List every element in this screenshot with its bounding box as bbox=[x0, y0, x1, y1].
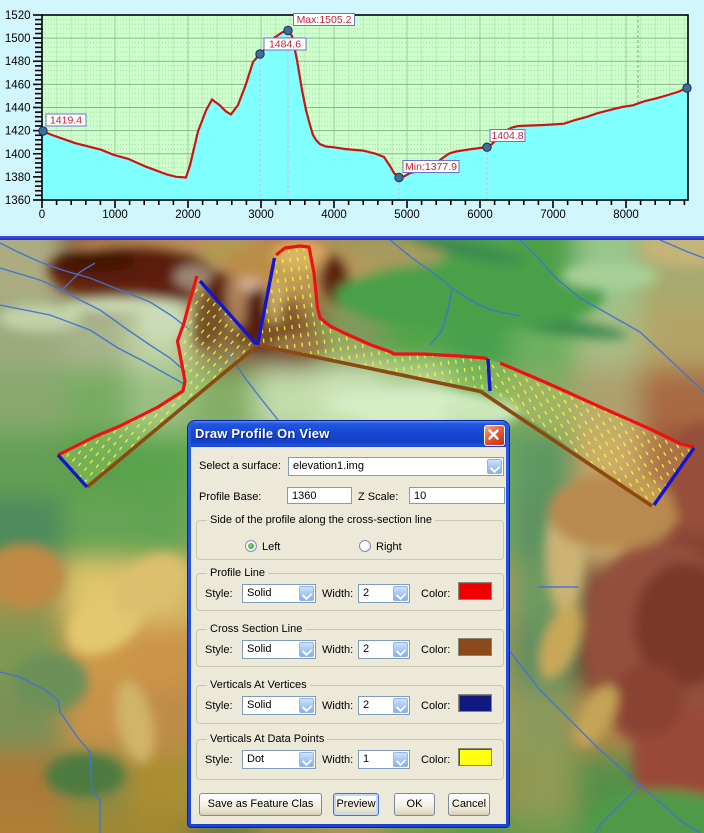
svg-text:1360: 1360 bbox=[5, 195, 31, 207]
svg-text:7000: 7000 bbox=[540, 209, 566, 221]
svg-text:1460: 1460 bbox=[5, 79, 31, 91]
svg-text:1520: 1520 bbox=[5, 10, 31, 22]
svg-text:1420: 1420 bbox=[5, 126, 31, 138]
svg-text:1000: 1000 bbox=[102, 209, 128, 221]
svg-text:6000: 6000 bbox=[467, 209, 493, 221]
svg-text:1380: 1380 bbox=[5, 172, 31, 184]
svg-text:1419.4: 1419.4 bbox=[50, 115, 82, 127]
svg-text:1404.8: 1404.8 bbox=[491, 130, 523, 142]
svg-text:0: 0 bbox=[39, 209, 45, 221]
svg-text:1484.6: 1484.6 bbox=[269, 39, 301, 51]
svg-text:1480: 1480 bbox=[5, 56, 31, 68]
svg-text:3000: 3000 bbox=[248, 209, 274, 221]
svg-text:Max:1505.2: Max:1505.2 bbox=[297, 14, 352, 26]
svg-text:5000: 5000 bbox=[394, 209, 420, 221]
svg-text:4000: 4000 bbox=[321, 209, 347, 221]
svg-text:8000: 8000 bbox=[613, 209, 639, 221]
svg-text:Min:1377.9: Min:1377.9 bbox=[405, 161, 457, 173]
svg-text:1440: 1440 bbox=[5, 103, 31, 115]
svg-text:2000: 2000 bbox=[175, 209, 201, 221]
svg-text:1500: 1500 bbox=[5, 33, 31, 45]
svg-text:1400: 1400 bbox=[5, 149, 31, 161]
